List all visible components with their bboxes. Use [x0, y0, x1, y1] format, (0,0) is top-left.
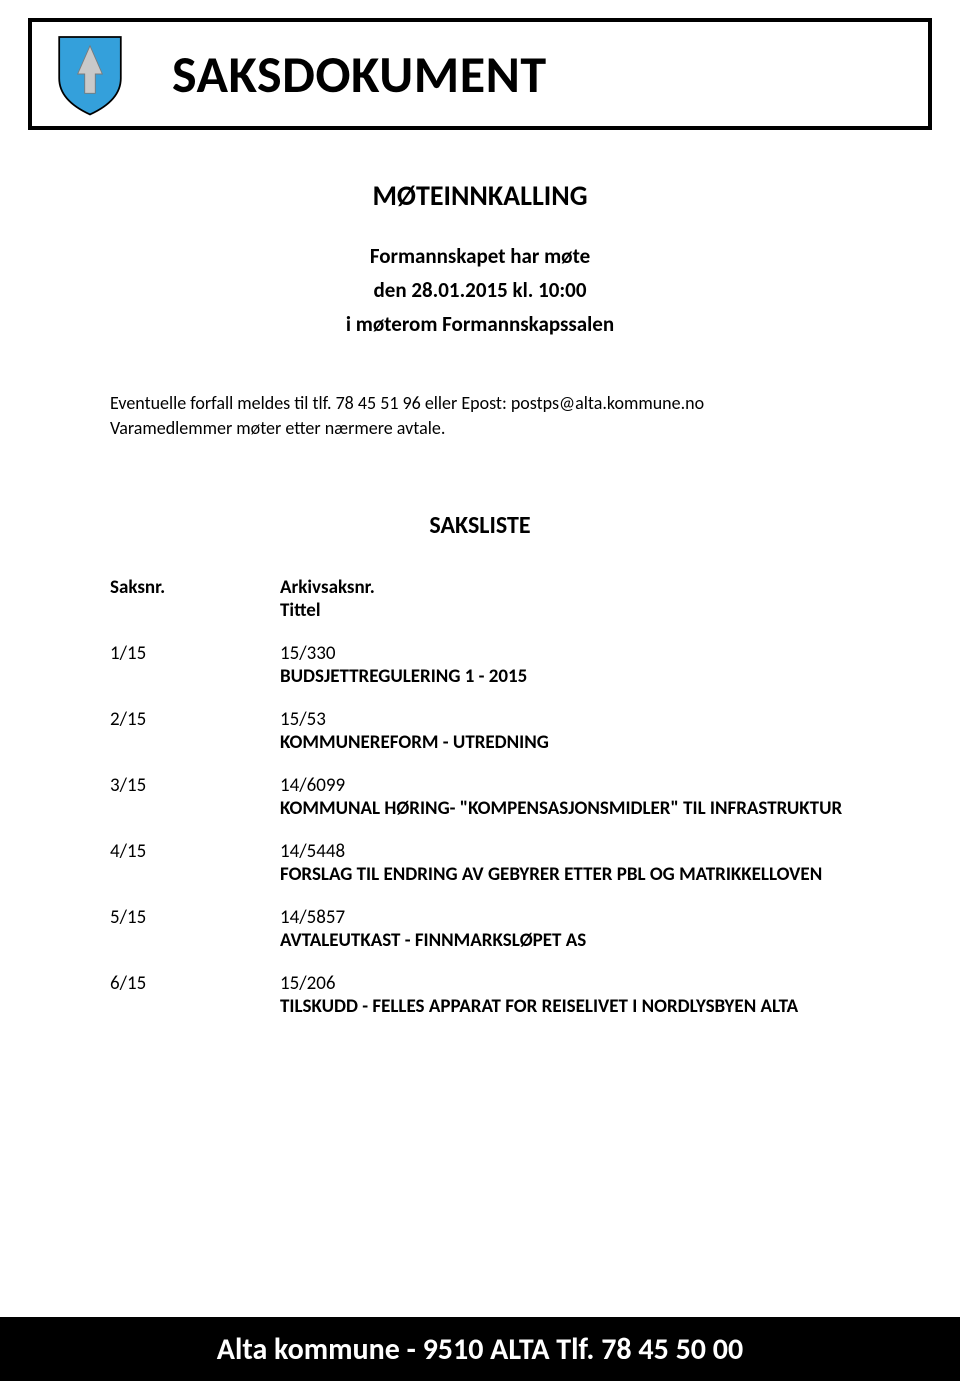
meeting-date-line: den 28.01.2015 kl. 10:00 — [110, 277, 850, 303]
case-row: 4/15 14/5448 FORSLAG TIL ENDRING AV GEBY… — [110, 840, 850, 886]
case-saksnr: 3/15 — [110, 774, 280, 820]
case-row: 6/15 15/206 TILSKUDD - FELLES APPARAT FO… — [110, 972, 850, 1018]
case-list-header: Saksnr. Arkivsaksnr. Tittel — [110, 576, 850, 622]
case-row: 5/15 14/5857 AVTALEUTKAST - FINNMARKSLØP… — [110, 906, 850, 952]
document-content: MØTEINNKALLING Formannskapet har møte de… — [0, 130, 960, 1018]
case-tittel: KOMMUNAL HØRING- "KOMPENSASJONSMIDLER" T… — [280, 797, 850, 820]
case-saksnr: 6/15 — [110, 972, 280, 1018]
case-arkiv: 15/206 — [280, 972, 850, 995]
case-tittel: AVTALEUTKAST - FINNMARKSLØPET AS — [280, 929, 850, 952]
notice-block: Eventuelle forfall meldes til tlf. 78 45… — [110, 391, 850, 441]
logo-container — [46, 30, 134, 118]
case-tittel: FORSLAG TIL ENDRING AV GEBYRER ETTER PBL… — [280, 863, 850, 886]
case-tittel: KOMMUNEREFORM - UTREDNING — [280, 731, 850, 754]
col-header-saksnr: Saksnr. — [110, 576, 280, 622]
header-box: SAKSDOKUMENT — [28, 18, 932, 130]
footer-bar: Alta kommune - 9510 ALTA Tlf. 78 45 50 0… — [0, 1317, 960, 1381]
case-tittel: TILSKUDD - FELLES APPARAT FOR REISELIVET… — [280, 995, 850, 1018]
saksliste-title: SAKSLISTE — [110, 511, 850, 540]
meeting-body-line: Formannskapet har møte — [110, 243, 850, 269]
case-tittel: BUDSJETTREGULERING 1 - 2015 — [280, 665, 850, 688]
case-saksnr: 1/15 — [110, 642, 280, 688]
case-saksnr: 2/15 — [110, 708, 280, 754]
col-header-arkivsaksnr-label: Arkivsaksnr. — [280, 576, 850, 599]
case-arkiv: 14/6099 — [280, 774, 850, 797]
alta-shield-icon — [46, 30, 134, 118]
case-row: 1/15 15/330 BUDSJETTREGULERING 1 - 2015 — [110, 642, 850, 688]
notice-line-1: Eventuelle forfall meldes til tlf. 78 45… — [110, 391, 850, 416]
case-arkiv: 15/53 — [280, 708, 850, 731]
meeting-calling-title: MØTEINNKALLING — [110, 178, 850, 213]
meeting-room-line: i møterom Formannskapssalen — [110, 311, 850, 337]
case-saksnr: 4/15 — [110, 840, 280, 886]
case-arkiv: 14/5857 — [280, 906, 850, 929]
case-saksnr: 5/15 — [110, 906, 280, 952]
footer-text: Alta kommune - 9510 ALTA Tlf. 78 45 50 0… — [217, 1331, 743, 1368]
case-arkiv: 14/5448 — [280, 840, 850, 863]
page-title: SAKSDOKUMENT — [172, 42, 547, 106]
case-row: 3/15 14/6099 KOMMUNAL HØRING- "KOMPENSAS… — [110, 774, 850, 820]
case-row: 2/15 15/53 KOMMUNEREFORM - UTREDNING — [110, 708, 850, 754]
case-arkiv: 15/330 — [280, 642, 850, 665]
col-header-arkivsaksnr: Arkivsaksnr. Tittel — [280, 576, 850, 622]
notice-line-2: Varamedlemmer møter etter nærmere avtale… — [110, 416, 850, 441]
col-header-tittel-label: Tittel — [280, 599, 850, 622]
